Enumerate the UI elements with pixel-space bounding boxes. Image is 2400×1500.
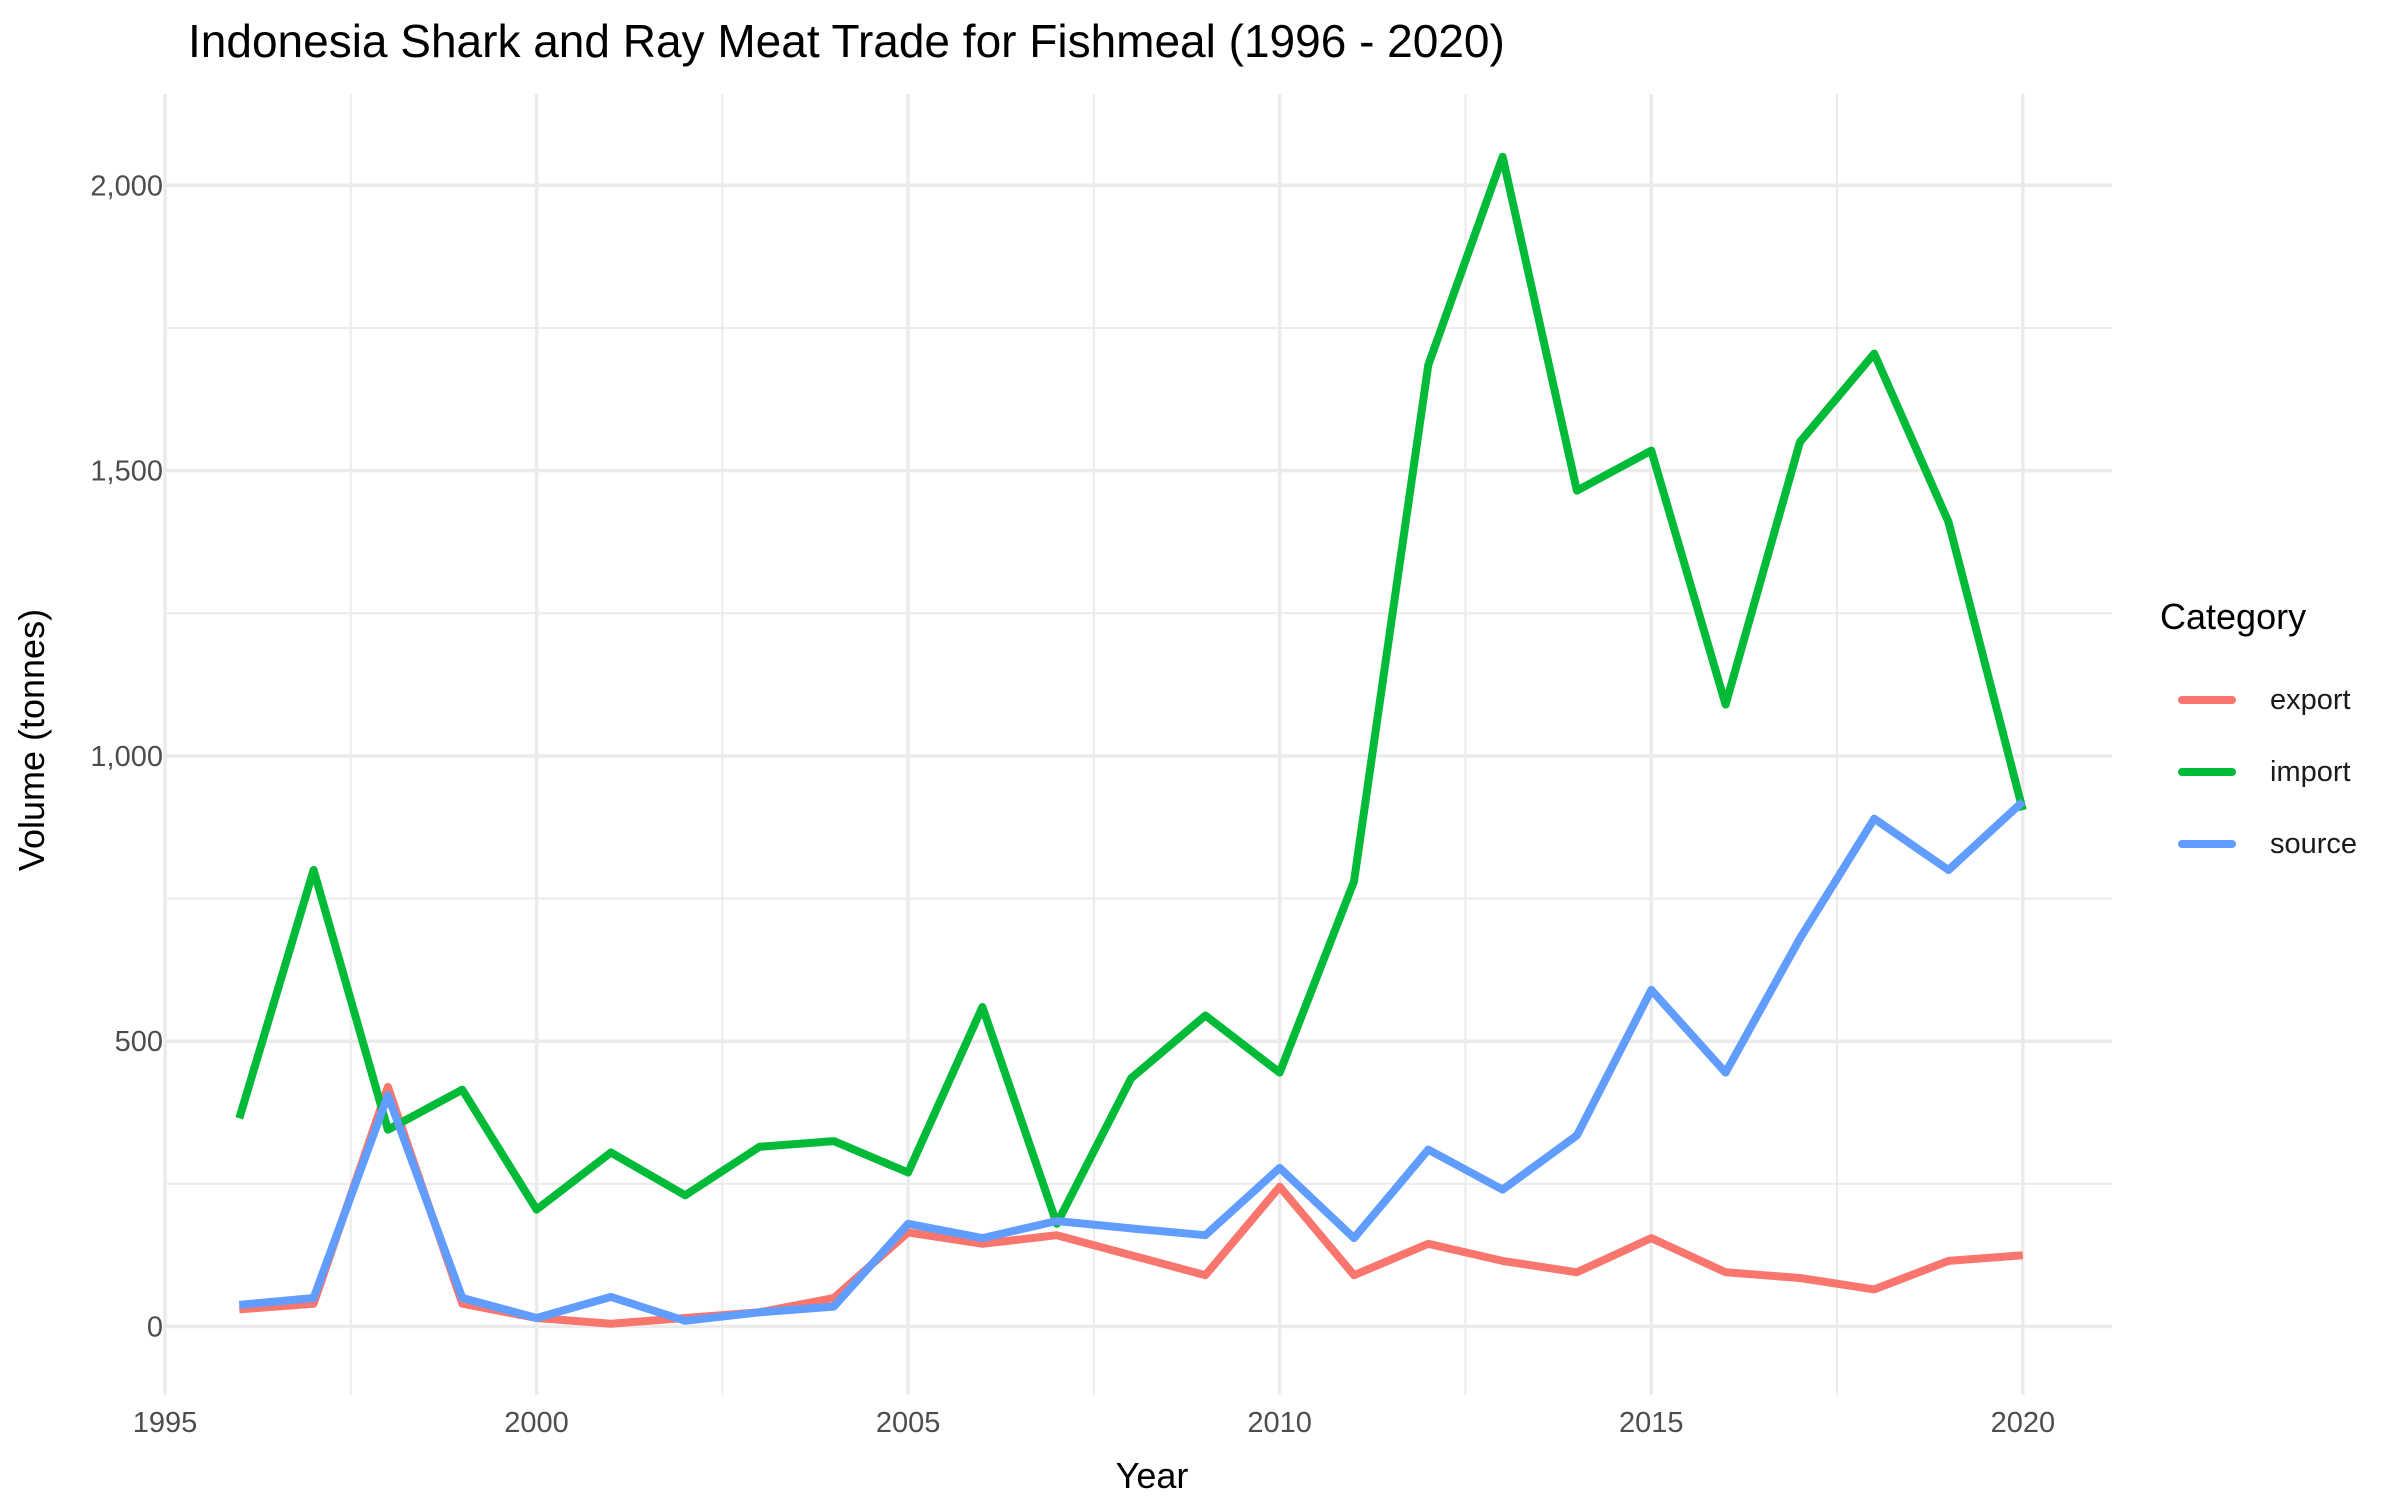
y-axis-title: Volume (tonnes) (11, 609, 52, 871)
y-tick-label: 0 (147, 1312, 163, 1344)
x-tick-label: 2015 (1619, 1407, 1684, 1439)
legend-item-export: export (2160, 664, 2357, 736)
y-tick-label: 1,500 (90, 456, 163, 488)
x-tick-label: 2010 (1247, 1407, 1312, 1439)
x-tick-label: 1995 (133, 1407, 198, 1439)
series-line-source (238, 798, 2026, 1325)
series-line-import (235, 152, 2027, 1228)
y-tick-label: 1,000 (90, 741, 163, 773)
y-tick-label: 500 (115, 1026, 163, 1058)
series-line-export (238, 1082, 2024, 1328)
legend-items: export import source (2160, 664, 2357, 880)
legend: Category export import source (2160, 596, 2357, 880)
series-lines (235, 152, 2027, 1328)
x-tick-label: 2020 (1991, 1407, 2056, 1439)
legend-key-export (2178, 696, 2236, 704)
legend-key-import (2178, 768, 2236, 776)
legend-label: source (2270, 827, 2358, 860)
legend-label: export (2270, 683, 2351, 716)
legend-key-source (2178, 840, 2236, 848)
y-tick-label: 2,000 (90, 170, 163, 202)
x-axis-ticks: 1995 2000 2005 2010 2015 2020 (133, 1407, 2055, 1439)
x-tick-label: 2005 (876, 1407, 941, 1439)
x-axis-title: Year (1116, 1455, 1189, 1496)
chart-title: Indonesia Shark and Ray Meat Trade for F… (188, 15, 1505, 67)
legend-item-source: source (2160, 808, 2357, 880)
grid-lines (163, 94, 2112, 1395)
legend-title: Category (2160, 596, 2307, 637)
legend-label: import (2270, 755, 2351, 788)
y-axis-ticks: 0 500 1,000 1,500 2,000 (90, 170, 163, 1343)
x-tick-label: 2000 (504, 1407, 569, 1439)
legend-item-import: import (2160, 736, 2357, 808)
